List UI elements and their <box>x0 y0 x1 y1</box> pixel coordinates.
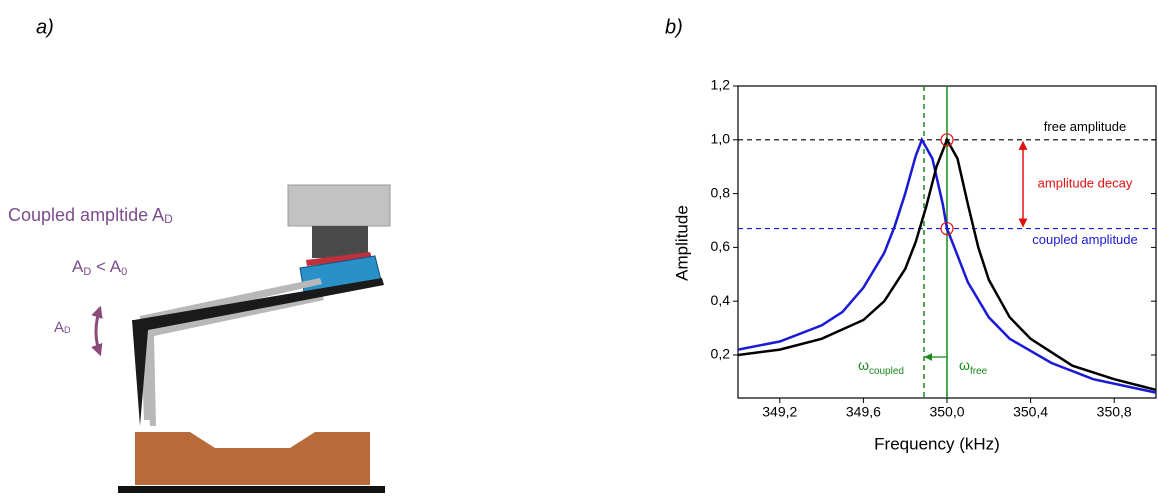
omega-label: ωfree <box>959 357 988 377</box>
amplitude-label: AD <box>54 319 71 336</box>
panel-b: b) 0,2 0,4 0,6 0,8 1,0 1,2 349,2 349,6 350,0 350,… <box>665 16 1156 453</box>
decay-label: amplitude decay <box>1038 176 1133 191</box>
omega-subscript: free <box>970 366 988 377</box>
x-tick-label: 350,8 <box>1097 404 1132 420</box>
cantilever <box>132 278 384 426</box>
holder-block <box>288 185 390 226</box>
y-tick-label: 0,8 <box>711 184 731 200</box>
omega-subscript: coupled <box>869 366 904 377</box>
reference-label: coupled amplitude <box>1032 232 1138 247</box>
x-tick-label: 350,4 <box>1013 404 1048 420</box>
y-tick-label: 1,0 <box>711 130 731 146</box>
omega-label: ωcoupled <box>858 357 904 377</box>
y-tick-label: 0,2 <box>711 346 731 362</box>
panel-label: b) <box>665 16 683 38</box>
omega-symbol: ω <box>959 357 970 373</box>
sample <box>135 432 370 485</box>
figure: a) Coupled ampltide AD AD < A0 AD b) 0,2… <box>0 0 1158 493</box>
x-tick-label: 350,0 <box>929 404 964 420</box>
inequality-label: AD < A0 <box>72 257 127 277</box>
stage <box>118 486 385 493</box>
omega-symbol: ω <box>858 357 869 373</box>
piezo <box>312 226 368 258</box>
panel-a: a) Coupled ampltide AD AD < A0 AD <box>8 16 390 493</box>
y-axis-label: Amplitude <box>672 205 691 281</box>
x-tick-label: 349,6 <box>846 404 881 420</box>
y-tick-label: 0,6 <box>711 238 731 254</box>
y-tick-label: 1,2 <box>711 77 731 93</box>
panel-label: a) <box>36 16 54 38</box>
coupled-label: Coupled ampltide AD <box>8 205 173 226</box>
reference-label: free amplitude <box>1044 119 1126 134</box>
x-axis-label: Frequency (kHz) <box>874 434 1000 453</box>
oscillation-arrow <box>96 308 100 354</box>
y-tick-label: 0,4 <box>711 292 731 308</box>
x-tick-label: 349,2 <box>762 404 797 420</box>
